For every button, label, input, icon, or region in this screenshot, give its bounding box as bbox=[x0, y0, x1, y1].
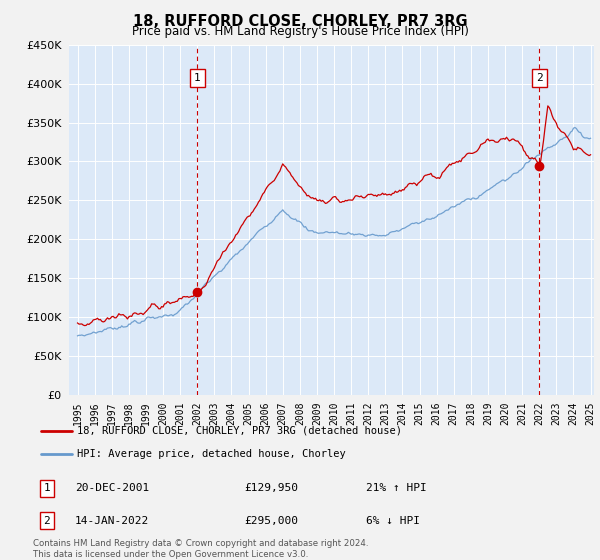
Text: 21% ↑ HPI: 21% ↑ HPI bbox=[366, 483, 427, 493]
Text: 1: 1 bbox=[194, 73, 200, 83]
Text: 1: 1 bbox=[44, 483, 50, 493]
Text: 18, RUFFORD CLOSE, CHORLEY, PR7 3RG: 18, RUFFORD CLOSE, CHORLEY, PR7 3RG bbox=[133, 14, 467, 29]
Text: 18, RUFFORD CLOSE, CHORLEY, PR7 3RG (detached house): 18, RUFFORD CLOSE, CHORLEY, PR7 3RG (det… bbox=[77, 426, 403, 436]
Text: 2: 2 bbox=[536, 73, 542, 83]
Text: 2: 2 bbox=[44, 516, 50, 526]
Text: 14-JAN-2022: 14-JAN-2022 bbox=[74, 516, 149, 526]
Text: Contains HM Land Registry data © Crown copyright and database right 2024.
This d: Contains HM Land Registry data © Crown c… bbox=[33, 539, 368, 559]
Text: £129,950: £129,950 bbox=[244, 483, 298, 493]
Text: £295,000: £295,000 bbox=[244, 516, 298, 526]
Text: HPI: Average price, detached house, Chorley: HPI: Average price, detached house, Chor… bbox=[77, 449, 346, 459]
Text: 6% ↓ HPI: 6% ↓ HPI bbox=[366, 516, 420, 526]
Text: 20-DEC-2001: 20-DEC-2001 bbox=[74, 483, 149, 493]
Text: Price paid vs. HM Land Registry's House Price Index (HPI): Price paid vs. HM Land Registry's House … bbox=[131, 25, 469, 38]
